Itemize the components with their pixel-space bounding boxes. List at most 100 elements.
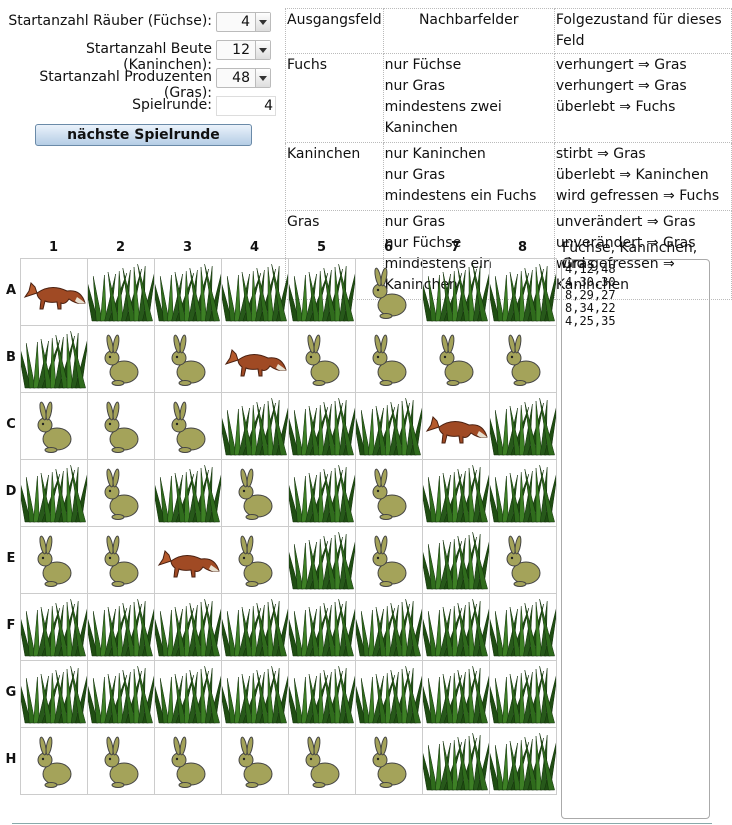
rule-text: mindestens ein Fuchs bbox=[384, 188, 537, 204]
column-header: 5 bbox=[316, 240, 327, 255]
grid-cell bbox=[20, 526, 88, 594]
grid-cell bbox=[221, 727, 289, 795]
grass-icon bbox=[282, 262, 358, 322]
grid-cell bbox=[221, 325, 289, 393]
rule-text: wird gefressen ⇒ Kaninchen bbox=[555, 256, 675, 293]
rabbit-icon bbox=[37, 535, 72, 587]
grid-cell bbox=[154, 392, 222, 460]
grass-icon bbox=[349, 664, 425, 724]
fox-icon bbox=[23, 282, 86, 310]
rule-text: mindestens zwei Kaninchen bbox=[384, 99, 502, 136]
rabbit-icon bbox=[104, 334, 139, 386]
rules-header: Ausgangsfeld bbox=[285, 8, 384, 54]
rule-text: verhungert ⇒ Gras bbox=[555, 78, 687, 94]
grid-cell bbox=[148, 258, 224, 326]
rule-column: unverändert ⇒ Gras unverändert ⇒ Gras wird… bbox=[553, 210, 732, 300]
rabbit-icon bbox=[506, 535, 541, 587]
grid-cell bbox=[483, 459, 559, 527]
row-header: G bbox=[5, 685, 17, 700]
grass-icon bbox=[483, 597, 559, 657]
grid-cell bbox=[483, 593, 559, 661]
rule-text: überlebt ⇒ Kaninchen bbox=[555, 167, 709, 183]
grid-cell bbox=[20, 258, 88, 326]
grid-cell bbox=[20, 727, 88, 795]
grass-icon bbox=[81, 664, 157, 724]
setting-label: Startanzahl Räuber (Füchse): bbox=[8, 13, 212, 29]
rabbit-icon bbox=[104, 736, 139, 788]
grass-icon bbox=[416, 262, 492, 322]
grass-icon bbox=[81, 597, 157, 657]
number-select[interactable]: 48 bbox=[216, 68, 271, 88]
grass-icon bbox=[483, 664, 559, 724]
rules-header: Nachbarfelder bbox=[382, 8, 555, 54]
number-select[interactable]: 12 bbox=[216, 40, 271, 60]
dropdown-arrow bbox=[259, 20, 267, 25]
rules-header-row: Ausgangsfeld Nachbarfelder Folgezustand fü… bbox=[285, 8, 732, 54]
rabbit-icon bbox=[171, 401, 206, 453]
grid-cell bbox=[355, 526, 423, 594]
grid-cell bbox=[14, 459, 90, 527]
rabbit-icon bbox=[305, 736, 340, 788]
grid-cell bbox=[81, 258, 157, 326]
fox-icon bbox=[157, 550, 220, 578]
grass-icon bbox=[14, 329, 90, 389]
grass-icon bbox=[416, 597, 492, 657]
grass-icon bbox=[14, 463, 90, 523]
rules-header: Folgezustand für dieses Feld bbox=[553, 8, 732, 54]
grass-icon bbox=[282, 597, 358, 657]
grass-icon bbox=[483, 731, 559, 791]
rabbit-icon bbox=[104, 401, 139, 453]
rule-text: nur Füchse bbox=[384, 57, 462, 73]
log-textarea: 4,12,48 4,30,30 8,29,27 8,34,22 4,25,35 bbox=[561, 259, 710, 819]
rabbit-icon bbox=[104, 535, 139, 587]
grid-cell bbox=[282, 258, 358, 326]
grass-icon bbox=[349, 396, 425, 456]
grid-cell bbox=[87, 526, 155, 594]
grass-icon bbox=[215, 262, 291, 322]
rabbit-icon bbox=[238, 535, 273, 587]
rabbit-icon bbox=[238, 736, 273, 788]
grid-cell bbox=[148, 660, 224, 728]
grid-cell bbox=[221, 526, 289, 594]
grid-cell bbox=[81, 660, 157, 728]
row-header: A bbox=[5, 283, 17, 298]
column-header: 8 bbox=[517, 240, 528, 255]
rabbit-icon bbox=[171, 334, 206, 386]
setting-label: Startanzahl Beute (Kaninchen): bbox=[86, 41, 212, 73]
grid-cell bbox=[14, 660, 90, 728]
row-header: B bbox=[6, 350, 16, 365]
grass-icon bbox=[349, 597, 425, 657]
rule-text: verhungert ⇒ Gras bbox=[555, 57, 687, 73]
rabbit-icon bbox=[305, 334, 340, 386]
grid-cell bbox=[221, 459, 289, 527]
grid-cell bbox=[154, 727, 222, 795]
rabbit-icon bbox=[372, 334, 407, 386]
next-round-button[interactable]: nächste Spielrunde bbox=[35, 124, 252, 146]
rule-text: stirbt ⇒ Gras bbox=[555, 146, 646, 162]
grid-cell bbox=[148, 593, 224, 661]
grid-cell bbox=[489, 526, 557, 594]
setting-label: Startanzahl Produzenten (Gras): bbox=[39, 69, 212, 101]
rabbit-icon bbox=[439, 334, 474, 386]
grid-cell bbox=[81, 593, 157, 661]
rule-subject: Kaninchen bbox=[285, 142, 384, 211]
fox-icon bbox=[224, 349, 287, 377]
grid-cell bbox=[148, 459, 224, 527]
column-header: 4 bbox=[249, 240, 260, 255]
rule-text: nur Gras bbox=[384, 214, 446, 230]
round-input: 4 bbox=[216, 96, 276, 116]
grid-cell bbox=[416, 526, 492, 594]
grid-cell bbox=[349, 593, 425, 661]
rabbit-icon bbox=[372, 736, 407, 788]
rule-text: nur Gras bbox=[384, 167, 446, 183]
grid-cell bbox=[355, 459, 423, 527]
grid-cell bbox=[422, 325, 490, 393]
number-select[interactable]: 4 bbox=[216, 12, 271, 32]
grid-cell bbox=[154, 325, 222, 393]
dropdown-arrow bbox=[259, 48, 267, 53]
fox-icon bbox=[425, 416, 488, 444]
grid-cell bbox=[483, 258, 559, 326]
grid-cell bbox=[483, 392, 559, 460]
grass-icon bbox=[282, 396, 358, 456]
grass-icon bbox=[282, 530, 358, 590]
